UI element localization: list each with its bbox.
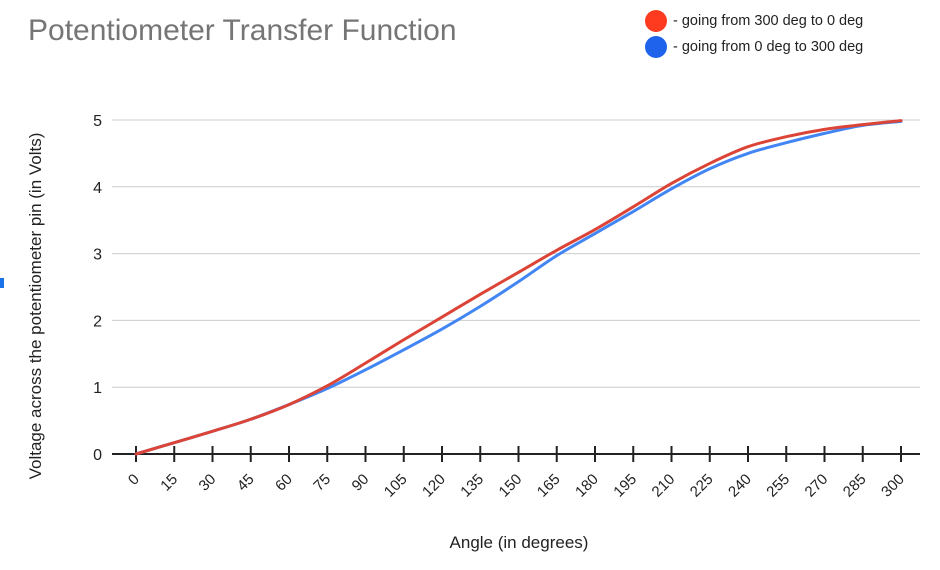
y-tick-label: 2 — [93, 313, 102, 330]
legend-item-red: - going from 300 deg to 0 deg — [645, 8, 863, 34]
x-tick-label: 15 — [157, 471, 181, 495]
chart-title: Potentiometer Transfer Function — [28, 14, 457, 47]
x-tick-label: 45 — [234, 471, 258, 495]
x-tick-label: 105 — [381, 471, 411, 501]
x-tick-label: 75 — [310, 471, 334, 495]
series-line-1 — [134, 119, 903, 456]
y-tick-label: 0 — [93, 447, 102, 464]
x-tick-label: 285 — [840, 471, 870, 501]
y-tick-label: 3 — [93, 247, 102, 264]
legend: - going from 300 deg to 0 deg - going fr… — [645, 8, 863, 60]
x-tick-label: 240 — [725, 471, 755, 501]
y-tick-label: 1 — [93, 380, 102, 397]
x-tick-label: 300 — [878, 471, 908, 501]
y-tick-label: 4 — [93, 180, 102, 197]
x-axis: 0 15 30 45 60 75 90 105 120 135 150 165 180 195 210 225… — [112, 446, 920, 501]
y-tick-label: 5 — [93, 113, 102, 130]
x-tick-label: 180 — [572, 471, 602, 501]
x-tick-label: 30 — [196, 471, 220, 495]
x-tick-label: 90 — [349, 471, 373, 495]
x-tick-label: 225 — [687, 471, 717, 501]
x-tick-label: 0 — [125, 471, 143, 489]
x-tick-label: 150 — [496, 471, 526, 501]
x-tick-label: 165 — [534, 471, 564, 501]
edge-marker — [0, 278, 4, 288]
gridlines — [112, 119, 920, 388]
x-tick-label: 195 — [610, 471, 640, 501]
x-tick-label: 60 — [272, 471, 296, 495]
y-tick-labels: 0 1 2 3 4 5 — [93, 113, 102, 464]
x-tick-label: 255 — [763, 471, 793, 501]
y-axis-label: Voltage across the potentiometer pin (in… — [26, 133, 45, 480]
x-tick-label: 270 — [802, 471, 832, 501]
legend-label-blue: - going from 0 deg to 300 deg — [673, 39, 864, 55]
legend-dot-red — [645, 10, 667, 32]
x-axis-label: Angle (in degrees) — [450, 533, 589, 552]
x-tick-label: 120 — [419, 471, 449, 501]
series-line-0 — [134, 119, 903, 456]
legend-label-red: - going from 300 deg to 0 deg — [673, 13, 864, 29]
x-tick-label: 135 — [457, 471, 487, 501]
legend-dot-blue — [645, 36, 667, 58]
legend-item-blue: - going from 0 deg to 300 deg — [645, 34, 863, 60]
x-tick-label: 210 — [649, 471, 679, 501]
series-lines — [134, 119, 903, 456]
